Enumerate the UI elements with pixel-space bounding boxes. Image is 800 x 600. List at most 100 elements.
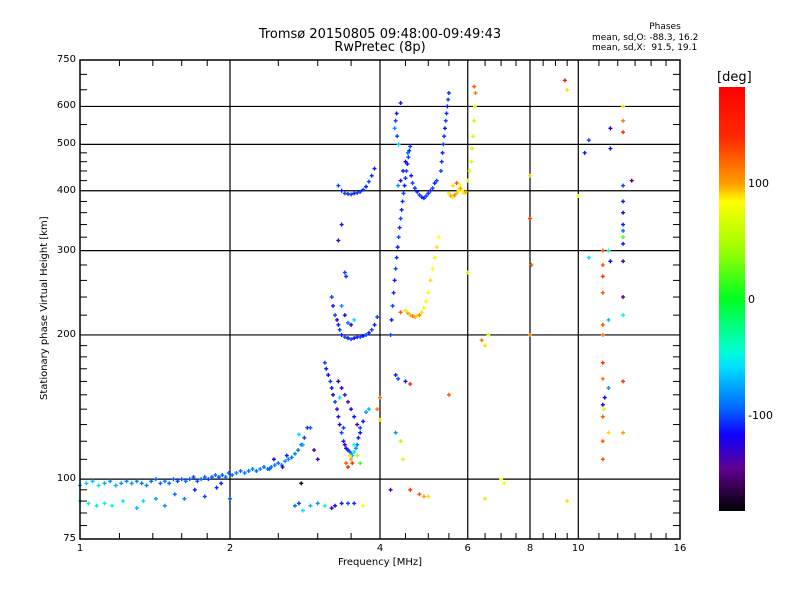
data-point [586, 138, 591, 143]
data-point [361, 503, 366, 508]
data-point [358, 430, 363, 435]
data-point [358, 425, 363, 430]
data-point [430, 266, 435, 271]
data-point [396, 142, 401, 147]
data-point [113, 483, 118, 488]
data-point [345, 465, 350, 470]
data-point [347, 453, 352, 458]
data-point [446, 90, 451, 95]
data-point [410, 181, 415, 186]
data-point [398, 100, 403, 105]
data-point [369, 173, 374, 178]
data-point [600, 332, 605, 337]
data-point [446, 392, 451, 397]
data-point [344, 461, 349, 466]
data-point [141, 499, 146, 504]
data-point [329, 385, 334, 390]
data-point [470, 146, 475, 151]
data-point [600, 360, 605, 365]
data-point [226, 471, 231, 476]
data-point [378, 395, 382, 400]
data-point [450, 195, 455, 200]
data-point [600, 457, 605, 462]
data-point [258, 467, 263, 472]
y-tick-label: 300 [56, 244, 76, 256]
data-point [328, 379, 333, 384]
data-point [469, 159, 474, 164]
data-point [483, 496, 488, 501]
data-point [621, 379, 626, 384]
data-point [424, 194, 429, 199]
data-point [465, 178, 470, 183]
data-point [124, 479, 129, 484]
data-point [344, 274, 349, 279]
y-tick-label: 750 [56, 54, 76, 65]
data-point [397, 225, 402, 230]
data-point [586, 255, 591, 260]
data-point [352, 414, 357, 419]
colorbar [719, 87, 745, 511]
data-point [352, 317, 357, 322]
data-point [375, 407, 380, 412]
data-point [393, 430, 398, 435]
x-tick-label: 4 [376, 543, 384, 554]
data-point [399, 207, 404, 212]
data-point [158, 481, 163, 486]
data-point [421, 305, 426, 310]
data-point [134, 506, 139, 511]
data-point [483, 343, 488, 348]
data-point [349, 457, 354, 462]
data-point [300, 442, 305, 447]
data-point [401, 191, 406, 196]
data-point [621, 118, 626, 123]
data-point [454, 191, 459, 196]
data-point [329, 295, 334, 300]
data-point [139, 481, 144, 486]
data-point [621, 295, 626, 300]
data-point [372, 166, 377, 171]
data-point [621, 210, 626, 215]
data-point [442, 134, 447, 139]
data-point [352, 336, 357, 341]
data-point [292, 451, 297, 456]
data-point [502, 481, 507, 486]
data-point [378, 417, 382, 422]
data-point [608, 259, 613, 264]
x-tick-label: 6 [464, 543, 471, 554]
data-point [601, 407, 606, 412]
data-point [456, 188, 461, 193]
data-point [388, 487, 393, 492]
data-point [220, 473, 225, 478]
data-point [129, 481, 134, 486]
data-point [90, 479, 95, 484]
data-point [600, 322, 605, 327]
data-point [206, 477, 211, 482]
x-tick-label: 16 [673, 543, 687, 554]
data-point [337, 422, 342, 427]
data-point [565, 87, 570, 92]
stats-heading: Phases [649, 22, 681, 32]
data-point [254, 468, 259, 473]
data-point [402, 183, 407, 188]
data-point [408, 487, 413, 492]
data-point [394, 255, 399, 260]
data-point [286, 457, 291, 462]
data-point [621, 259, 626, 264]
data-point [355, 190, 360, 195]
data-point [369, 327, 374, 332]
data-point [602, 395, 607, 400]
data-point [183, 479, 188, 484]
x-tick-label: 8 [526, 543, 534, 554]
data-point [391, 290, 396, 295]
data-point [405, 311, 410, 316]
data-point [199, 477, 204, 482]
data-point [339, 222, 344, 227]
data-point [608, 146, 613, 151]
data-point [284, 453, 289, 458]
data-point [352, 442, 357, 447]
grid-lines [80, 60, 680, 539]
data-point [396, 183, 401, 188]
data-point [361, 187, 366, 192]
data-point [242, 471, 247, 476]
data-point [421, 494, 426, 499]
